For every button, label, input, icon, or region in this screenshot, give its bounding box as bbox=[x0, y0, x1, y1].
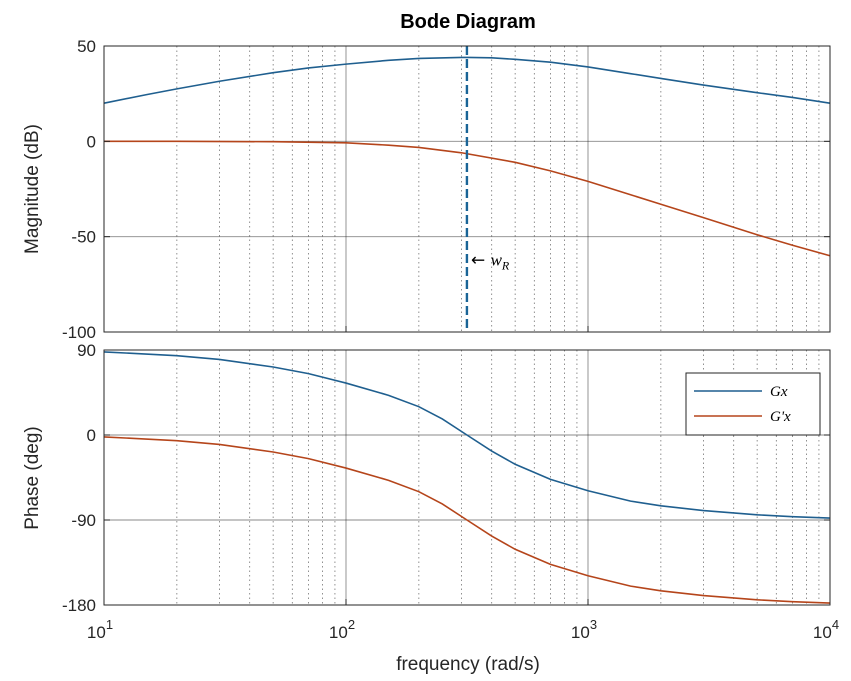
y-tick-label: -90 bbox=[71, 511, 96, 530]
magnitude-panel: ← wR -100 -50 0 50 Magnitude (dB) bbox=[22, 37, 831, 342]
legend: Gx G'x bbox=[685, 372, 821, 436]
x-ticks: 101 102 103 104 bbox=[87, 326, 839, 642]
legend-label-1: Gx bbox=[770, 384, 788, 400]
y-tick-label: -180 bbox=[62, 596, 96, 615]
phase-y-ticks: -180 -90 0 90 bbox=[62, 341, 830, 615]
magnitude-frame bbox=[103, 45, 831, 333]
magnitude-series bbox=[103, 56, 831, 257]
y-tick-label: 50 bbox=[77, 37, 96, 56]
magnitude-ylabel: Magnitude (dB) bbox=[22, 124, 43, 254]
phase-frame bbox=[103, 349, 831, 606]
magnitude-y-ticks: -100 -50 0 50 bbox=[62, 37, 830, 342]
x-tick-label: 102 bbox=[329, 617, 355, 642]
series-line-2 bbox=[104, 140, 831, 257]
x-tick-label: 101 bbox=[87, 617, 113, 642]
x-tick-label: 103 bbox=[571, 617, 597, 642]
phase-panel: -180 -90 0 90 Gx G'x Phase (deg) bbox=[22, 341, 831, 615]
series-line-1 bbox=[103, 56, 831, 104]
y-tick-label: 0 bbox=[87, 426, 96, 445]
resonance-annotation: ← wR bbox=[465, 46, 510, 332]
x-tick-label: 104 bbox=[813, 617, 839, 642]
phase-series bbox=[103, 351, 831, 604]
y-tick-label: -50 bbox=[71, 228, 96, 247]
series-line-1 bbox=[103, 351, 831, 519]
y-tick-label: 0 bbox=[87, 132, 96, 151]
chart-title: Bode Diagram bbox=[400, 11, 536, 33]
resonance-label: ← wR bbox=[471, 251, 510, 273]
legend-label-2: G'x bbox=[770, 409, 791, 425]
x-axis-label: frequency (rad/s) bbox=[396, 654, 540, 675]
phase-grid bbox=[104, 350, 830, 605]
series-line-2 bbox=[103, 436, 831, 604]
y-tick-label: 90 bbox=[77, 341, 96, 360]
phase-ylabel: Phase (deg) bbox=[22, 426, 43, 530]
y-tick-label: -100 bbox=[62, 323, 96, 342]
legend-box bbox=[685, 372, 821, 436]
